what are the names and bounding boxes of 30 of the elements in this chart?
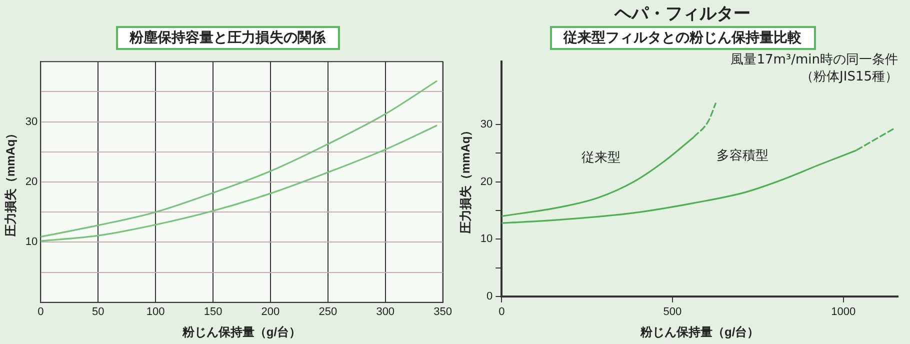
y-tick-label: 30 [480,118,493,131]
x-tick-label: 1000 [831,306,856,318]
x-tick-label: 150 [204,306,222,318]
y-axis-title: 圧力損失（mmAq） [458,124,473,235]
chart-subtitle: 従来型フィルタとの粉じん保持量比較 [550,26,816,50]
x-tick-label: 250 [318,306,338,318]
chart-subtitle: 粉塵保持容量と圧力損失の関係 [116,26,340,50]
y-tick-label: 20 [25,176,38,188]
x-tick-label: 500 [663,306,682,318]
x-tick-label: 200 [261,306,280,318]
y-tick-label: 30 [25,116,38,128]
chart-title: ヘパ・フィルター [614,3,750,26]
x-axis-title: 粉じん保持量（g/台） [639,325,760,340]
y-axis-title: 圧力損失（mmAq） [4,127,18,238]
annotation: 風量17m³/min時の同一条件 [730,52,898,68]
x-tick-label: 300 [376,306,395,318]
annotation: （粉体JIS15種） [800,70,898,85]
line-series [40,124,438,242]
y-tick-label: 10 [25,236,38,248]
y-tick-label: 0 [486,290,493,302]
x-tick-label: 0 [498,306,505,318]
x-tick-label: 350 [434,306,452,318]
line-series [40,80,438,238]
y-tick-label: 20 [480,176,493,188]
x-tick-label: 50 [92,306,104,318]
x-tick-label: 100 [146,306,165,318]
y-tick-label: 10 [480,233,493,246]
x-axis-title: 粉じん保持量（g/台） [181,325,302,340]
series-label: 従来型 [582,150,621,166]
series-label: 多容積型 [716,148,769,164]
